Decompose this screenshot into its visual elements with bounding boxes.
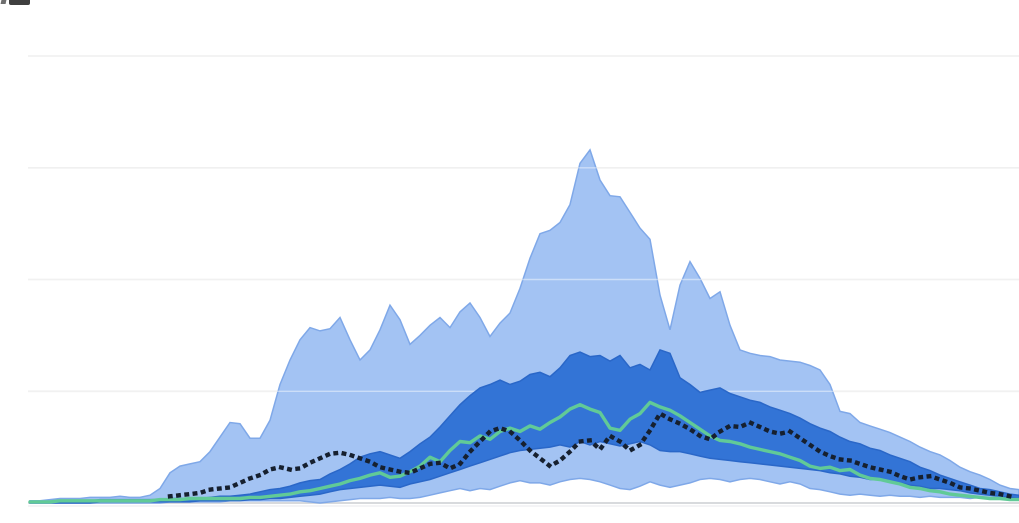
label-fragment-mark bbox=[9, 0, 30, 5]
observed-data-dotted-line bbox=[167, 411, 1019, 499]
median-estimate-line bbox=[28, 400, 1019, 504]
clipped-axis-label-fragment bbox=[0, 0, 34, 6]
x-axis-line bbox=[28, 502, 1019, 507]
narrow-confidence-band-area bbox=[29, 348, 1019, 504]
